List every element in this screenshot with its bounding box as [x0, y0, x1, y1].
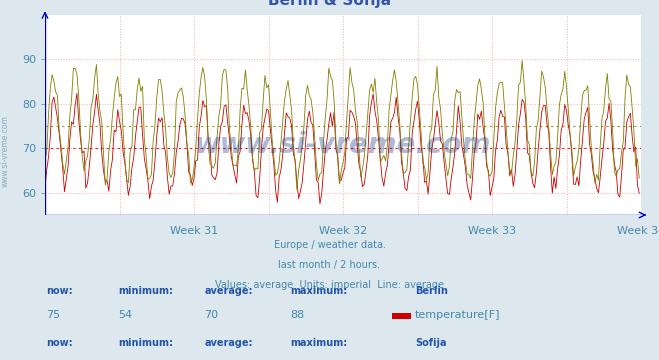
Text: last month / 2 hours.: last month / 2 hours. — [279, 260, 380, 270]
Text: Europe / weather data.: Europe / weather data. — [273, 240, 386, 250]
Text: 75: 75 — [46, 310, 60, 320]
Text: minimum:: minimum: — [119, 338, 173, 348]
Text: Sofija: Sofija — [415, 338, 447, 348]
Text: 88: 88 — [290, 310, 304, 320]
Text: now:: now: — [46, 286, 72, 296]
Text: Berlin & Sofija: Berlin & Sofija — [268, 0, 391, 8]
Text: 70: 70 — [204, 310, 218, 320]
Text: Week 31: Week 31 — [170, 226, 218, 236]
Text: temperature[F]: temperature[F] — [415, 310, 501, 320]
Text: www.si-vreme.com: www.si-vreme.com — [1, 115, 10, 187]
Text: Week 32: Week 32 — [319, 226, 367, 236]
Text: www.si-vreme.com: www.si-vreme.com — [195, 131, 491, 159]
Text: 54: 54 — [119, 310, 132, 320]
Text: Week 33: Week 33 — [468, 226, 516, 236]
Text: now:: now: — [46, 338, 72, 348]
Text: average:: average: — [204, 338, 253, 348]
Text: maximum:: maximum: — [290, 286, 347, 296]
Text: Week 34: Week 34 — [617, 226, 659, 236]
Text: minimum:: minimum: — [119, 286, 173, 296]
Text: Berlin: Berlin — [415, 286, 448, 296]
Text: Values: average  Units: imperial  Line: average: Values: average Units: imperial Line: av… — [215, 280, 444, 290]
Text: average:: average: — [204, 286, 253, 296]
Text: maximum:: maximum: — [290, 338, 347, 348]
